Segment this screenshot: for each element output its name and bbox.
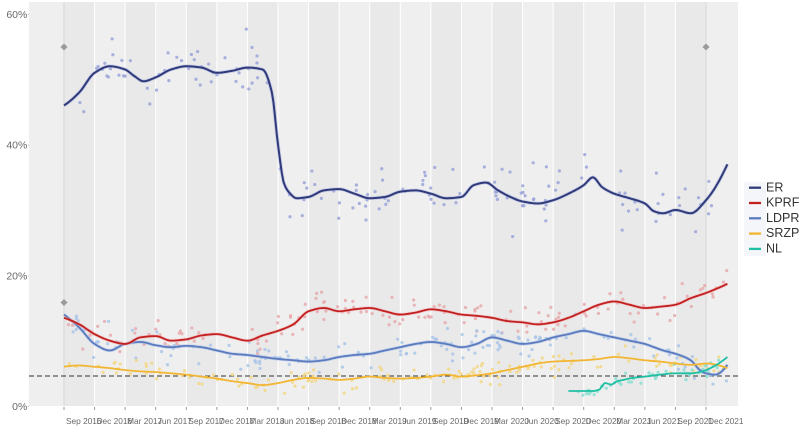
svg-text:40%.: 40%. bbox=[6, 140, 29, 152]
svg-text:60%.: 60%. bbox=[6, 9, 29, 21]
svg-text:Dec 2021: Dec 2021 bbox=[708, 416, 744, 426]
svg-text:Jun 2019: Jun 2019 bbox=[402, 416, 437, 426]
svg-text:SRZP: SRZP bbox=[766, 226, 799, 240]
svg-text:0%.: 0%. bbox=[12, 401, 29, 413]
svg-text:ER: ER bbox=[766, 180, 783, 194]
svg-text:LDPR: LDPR bbox=[766, 211, 799, 225]
svg-text:NL: NL bbox=[766, 242, 782, 256]
svg-text:Jun 2017: Jun 2017 bbox=[158, 416, 193, 426]
svg-text:Jun 2021: Jun 2021 bbox=[647, 416, 682, 426]
svg-text:Jun 2018: Jun 2018 bbox=[280, 416, 315, 426]
svg-text:Jun 2020: Jun 2020 bbox=[525, 416, 560, 426]
svg-text:KPRF: KPRF bbox=[766, 196, 800, 210]
svg-text:20%.: 20%. bbox=[6, 270, 29, 282]
